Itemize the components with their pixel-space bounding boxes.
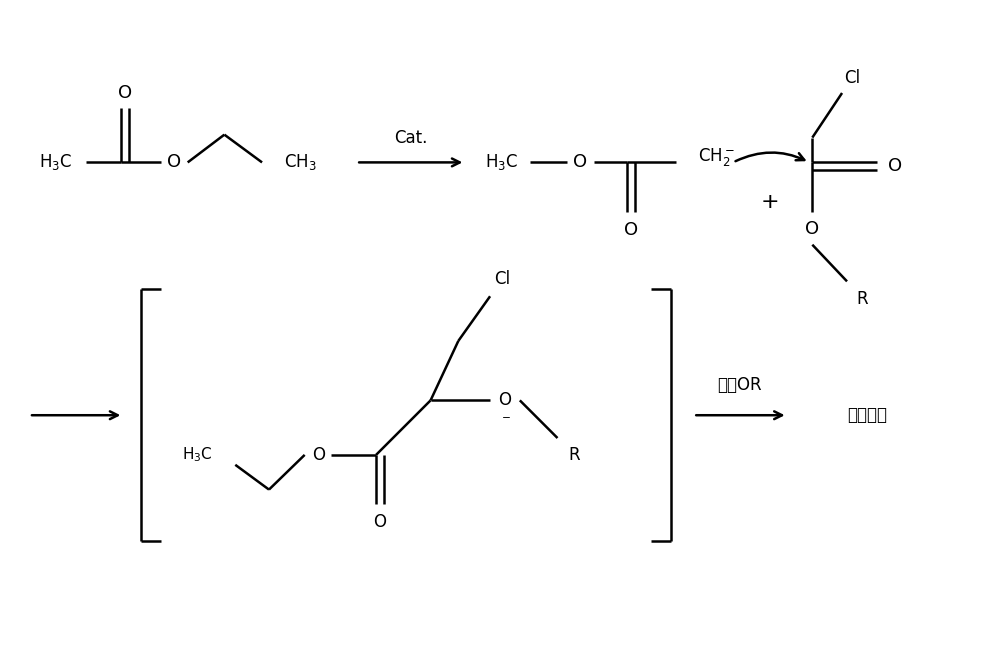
Text: O: O: [167, 154, 181, 171]
Text: H$_3$C: H$_3$C: [39, 152, 72, 173]
Text: +: +: [760, 192, 779, 212]
Text: CH$_2^-$: CH$_2^-$: [698, 146, 735, 169]
Text: H$_3$C: H$_3$C: [182, 445, 212, 464]
Text: O: O: [573, 154, 587, 171]
Text: O: O: [498, 391, 511, 409]
Text: Cl: Cl: [844, 69, 860, 87]
Text: 目标产物: 目标产物: [847, 406, 887, 424]
Text: H$_3$C: H$_3$C: [485, 152, 518, 173]
Text: O: O: [624, 221, 638, 239]
Text: O: O: [888, 158, 902, 175]
Text: R: R: [569, 446, 580, 464]
Text: O: O: [805, 220, 819, 238]
Text: O: O: [118, 84, 132, 102]
Text: CH$_3$: CH$_3$: [284, 152, 317, 173]
Text: Cat.: Cat.: [394, 129, 427, 146]
Text: $^-$: $^-$: [499, 415, 511, 430]
Text: O: O: [374, 513, 387, 531]
Text: R: R: [856, 290, 868, 308]
Text: O: O: [312, 446, 325, 464]
Text: Cl: Cl: [494, 270, 510, 288]
Text: 脱去OR: 脱去OR: [718, 376, 762, 395]
